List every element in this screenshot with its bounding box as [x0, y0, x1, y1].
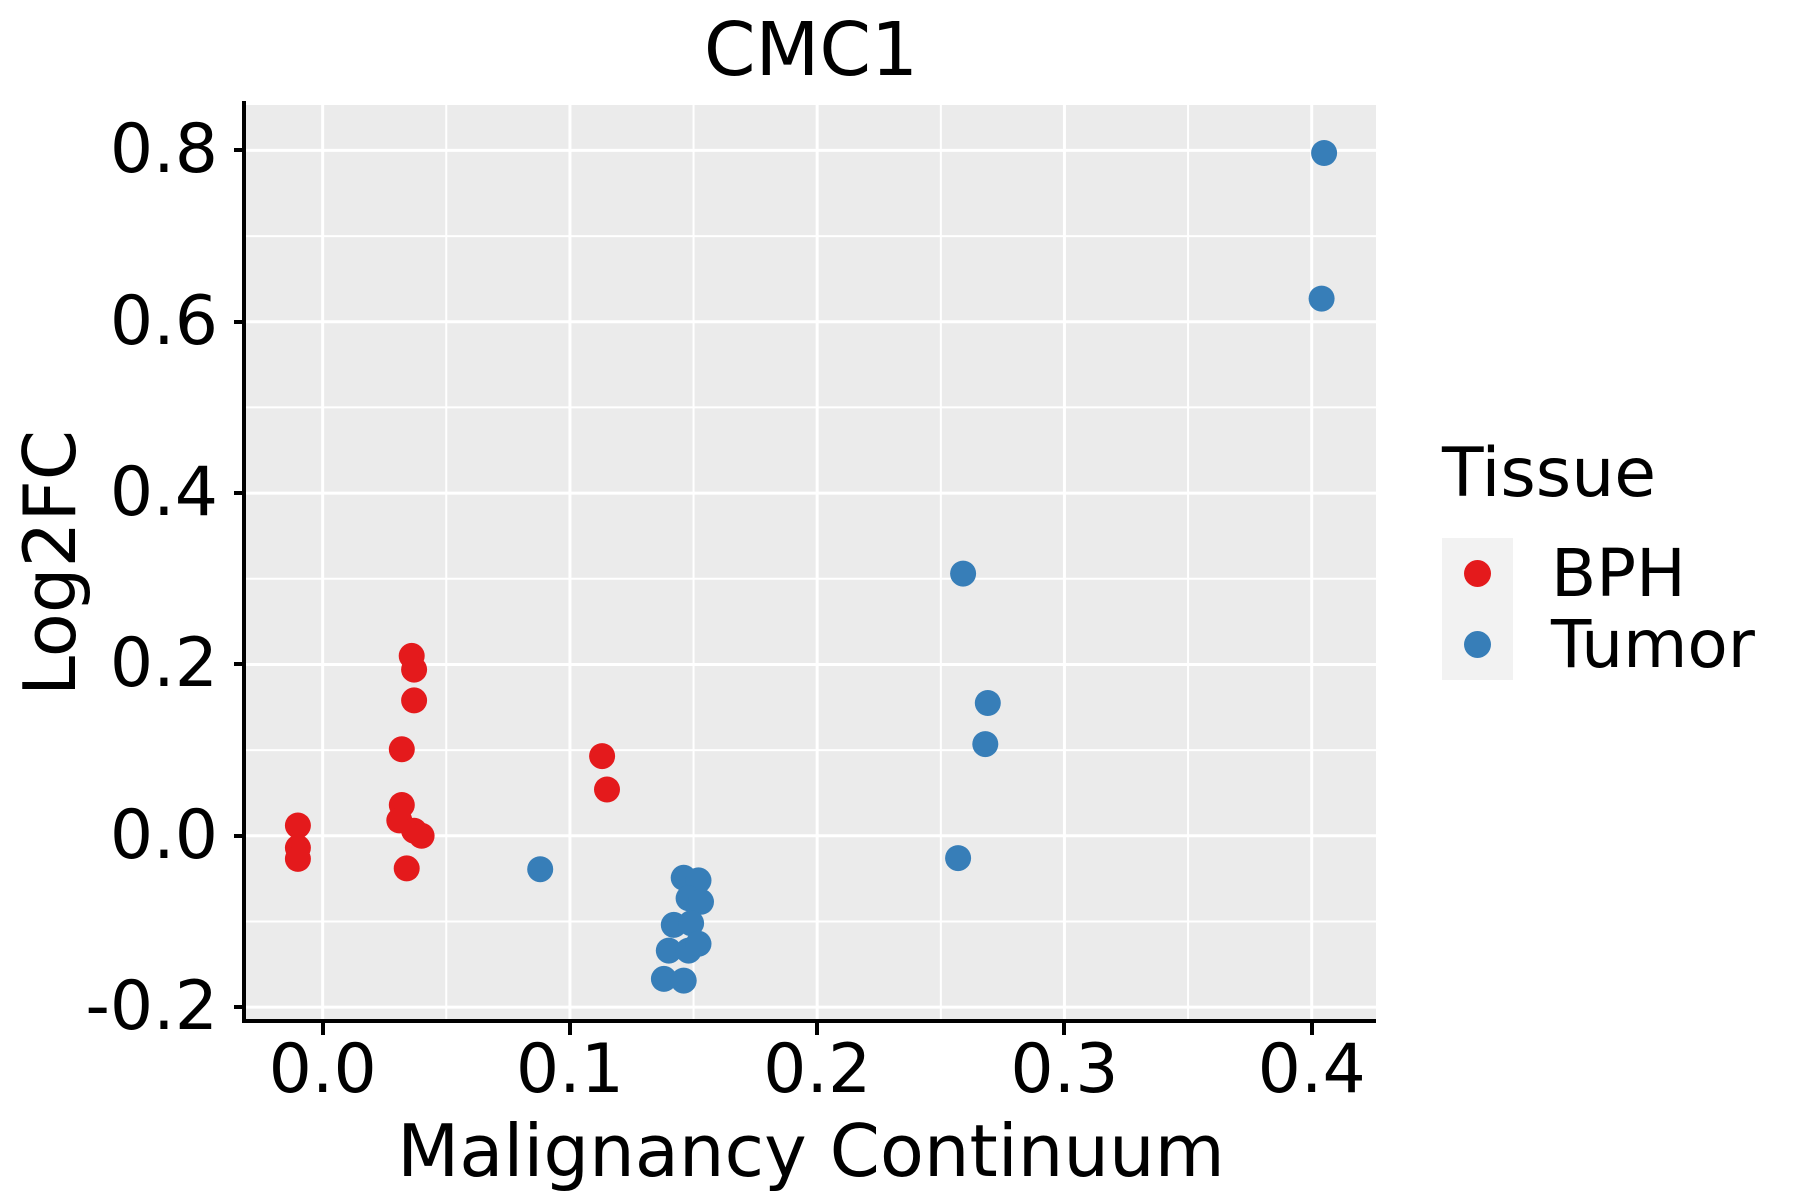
data-point-bph	[401, 687, 428, 714]
data-point-tumor	[670, 967, 697, 994]
legend-label: BPH	[1551, 535, 1686, 612]
data-point-bph	[284, 845, 311, 872]
y-tick-mark	[234, 662, 246, 667]
x-tick-mark	[567, 1023, 572, 1035]
x-tick-label: 0.1	[515, 1030, 624, 1109]
legend-entry-bph: BPH	[1442, 538, 1686, 609]
legend-dot-bph	[1464, 560, 1491, 587]
plot-panel	[246, 105, 1376, 1020]
data-point-tumor	[678, 910, 705, 937]
data-point-tumor	[950, 560, 977, 587]
legend-dot-tumor	[1464, 631, 1491, 658]
y-tick-mark	[234, 148, 246, 153]
data-point-bph	[284, 812, 311, 839]
x-tick-mark	[1309, 1023, 1314, 1035]
data-point-bph	[401, 656, 428, 683]
y-tick-label: 0.0	[109, 795, 218, 875]
data-point-bph	[589, 743, 616, 770]
legend-entry-tumor: Tumor	[1442, 609, 1755, 680]
data-point-tumor	[650, 965, 677, 992]
data-point-bph	[388, 736, 415, 763]
y-tick-mark	[234, 833, 246, 838]
x-tick-label: 0.4	[1257, 1030, 1366, 1109]
data-point-tumor	[1311, 140, 1338, 166]
y-tick-mark	[234, 491, 246, 496]
legend-key	[1442, 538, 1513, 609]
scatter-plot	[246, 105, 1376, 1020]
legend-title: Tissue	[1442, 434, 1657, 513]
data-point-tumor	[1308, 285, 1335, 312]
legend-key	[1442, 609, 1513, 680]
x-axis-spine	[242, 1019, 1376, 1023]
data-point-tumor	[945, 845, 972, 872]
data-point-tumor	[527, 856, 554, 883]
data-point-tumor	[685, 930, 712, 957]
data-point-bph	[408, 822, 435, 849]
data-point-tumor	[688, 888, 714, 915]
x-tick-mark	[320, 1023, 325, 1035]
legend-label: Tumor	[1551, 606, 1755, 683]
y-tick-mark	[234, 319, 246, 324]
y-tick-label: 0.2	[109, 624, 218, 704]
x-axis-label: Malignancy Continuum	[397, 1109, 1225, 1193]
x-tick-mark	[1062, 1023, 1067, 1035]
y-tick-label: 0.8	[109, 110, 218, 190]
x-tick-label: 0.2	[763, 1030, 872, 1109]
legend: Tissue BPH Tumor	[1442, 440, 1800, 720]
y-tick-mark	[234, 1005, 246, 1010]
y-tick-label: 0.4	[109, 453, 218, 533]
data-point-tumor	[974, 690, 1001, 716]
y-axis-label: Log2FC	[8, 429, 92, 697]
chart-title: CMC1	[703, 7, 919, 93]
data-point-bph	[594, 776, 620, 803]
x-tick-label: 0.0	[268, 1030, 377, 1109]
x-tick-mark	[815, 1023, 820, 1035]
x-tick-label: 0.3	[1010, 1030, 1119, 1109]
data-point-bph	[393, 855, 420, 882]
y-axis-spine	[242, 101, 246, 1023]
y-tick-label: 0.6	[109, 281, 218, 361]
y-tick-label: -0.2	[85, 967, 218, 1047]
data-point-tumor	[972, 731, 999, 758]
data-point-tumor	[655, 937, 682, 964]
